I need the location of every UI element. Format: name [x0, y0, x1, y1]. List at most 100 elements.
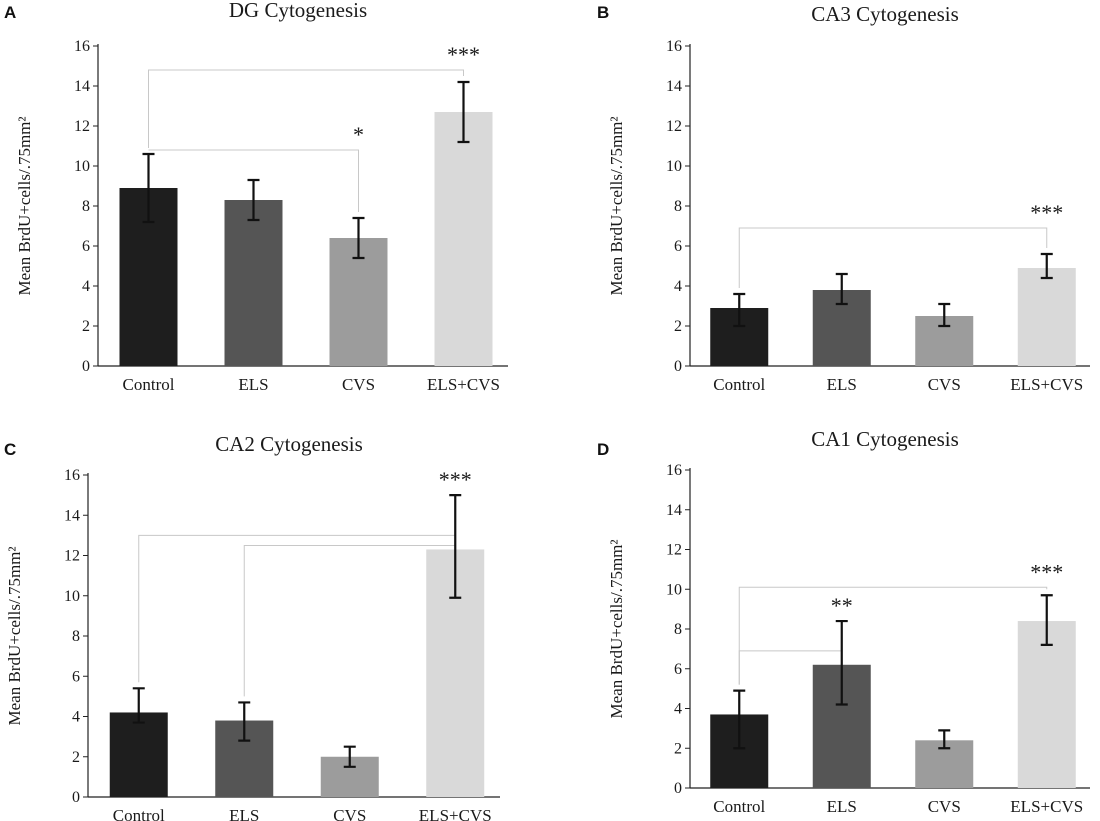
- error-bar: [352, 216, 365, 260]
- chart-title: DG Cytogenesis: [229, 0, 367, 22]
- significance-bracket: [148, 149, 359, 212]
- error-bar: [142, 152, 155, 224]
- y-tick-label: 4: [82, 278, 90, 295]
- chart-title: CA1 Cytogenesis: [811, 427, 959, 451]
- y-tick-label: 14: [666, 78, 682, 95]
- significance-label: ***: [1030, 200, 1063, 225]
- y-tick-label: 4: [674, 278, 682, 295]
- y-tick-label: 0: [674, 780, 682, 797]
- bar-control: [109, 712, 168, 797]
- y-tick-label: 6: [72, 668, 80, 685]
- error-bar: [835, 619, 848, 706]
- error-bar: [938, 302, 951, 328]
- x-tick-label: Control: [113, 806, 165, 821]
- bar-els-plus-cvs: [1017, 268, 1076, 366]
- y-tick-label: 10: [74, 158, 90, 175]
- y-tick-label: 2: [674, 740, 682, 757]
- y-tick-label: 8: [674, 198, 682, 215]
- error-bar: [733, 292, 746, 328]
- panel-letter: B: [597, 3, 609, 22]
- y-tick-label: 12: [74, 118, 90, 135]
- y-tick-label: 0: [82, 358, 90, 375]
- error-bar: [457, 80, 470, 144]
- y-tick-label: 10: [666, 581, 682, 598]
- error-bar: [938, 729, 951, 750]
- y-tick-label: 16: [666, 462, 682, 479]
- y-axis-label: Mean BrdU+cells/.75mm²: [607, 540, 626, 719]
- y-tick-label: 16: [666, 38, 682, 55]
- x-tick-label: Control: [123, 375, 175, 394]
- error-bar: [132, 687, 145, 724]
- x-tick-label: ELS: [238, 375, 268, 394]
- x-tick-label: ELS: [229, 806, 259, 821]
- chart-title: CA2 Cytogenesis: [215, 432, 363, 456]
- x-tick-label: ELS: [827, 797, 857, 816]
- y-tick-label: 6: [82, 238, 90, 255]
- panel-a: A DG Cytogenesis Mean BrdU+cells/.75mm² 0 2 4…: [4, 0, 508, 394]
- y-tick-label: 4: [674, 701, 682, 718]
- panel-letter: A: [4, 3, 16, 22]
- x-tick-label: ELS+CVS: [1010, 797, 1083, 816]
- bar-els-plus-cvs: [434, 112, 493, 366]
- y-tick-label: 0: [674, 358, 682, 375]
- significance-label: *: [353, 122, 364, 147]
- y-tick-label: 2: [674, 318, 682, 335]
- panel-c: C CA2 Cytogenesis Mean BrdU+cells/.75mm² 0 2…: [4, 432, 500, 821]
- chart-title: CA3 Cytogenesis: [811, 2, 959, 26]
- y-tick-label: 14: [64, 507, 80, 524]
- y-tick-label: 2: [72, 749, 80, 766]
- error-bar: [835, 272, 848, 306]
- x-tick-label: Control: [713, 375, 765, 394]
- y-axis-label: Mean BrdU+cells/.75mm²: [15, 117, 34, 296]
- y-tick-label: 16: [64, 467, 80, 484]
- x-tick-label: ELS+CVS: [1010, 375, 1083, 394]
- significance-bracket: [738, 586, 1048, 685]
- y-tick-label: 12: [666, 542, 682, 559]
- significance-bracket: [148, 69, 464, 148]
- error-bar: [1040, 252, 1053, 280]
- bar-els: [224, 200, 283, 366]
- x-tick-label: CVS: [342, 375, 375, 394]
- y-tick-label: 6: [674, 661, 682, 678]
- y-tick-label: 12: [64, 548, 80, 565]
- error-bar: [238, 701, 251, 742]
- y-tick-label: 4: [72, 709, 80, 726]
- x-tick-label: CVS: [928, 375, 961, 394]
- error-bar: [247, 178, 260, 222]
- significance-bracket: [738, 650, 842, 685]
- significance-bracket: [138, 534, 456, 683]
- y-tick-label: 8: [72, 628, 80, 645]
- panel-b: B CA3 Cytogenesis Mean BrdU+cells/.75mm² 0 2…: [597, 2, 1090, 394]
- x-tick-label: Control: [713, 797, 765, 816]
- y-tick-label: 8: [674, 621, 682, 638]
- y-tick-label: 10: [666, 158, 682, 175]
- y-tick-label: 14: [666, 502, 682, 519]
- significance-label: ***: [1030, 559, 1063, 584]
- y-tick-label: 0: [72, 789, 80, 806]
- y-tick-label: 6: [674, 238, 682, 255]
- y-tick-label: 10: [64, 588, 80, 605]
- y-axis-label: Mean BrdU+cells/.75mm²: [5, 547, 24, 726]
- panel-letter: C: [4, 440, 16, 459]
- y-tick-label: 8: [82, 198, 90, 215]
- panel-letter: D: [597, 440, 609, 459]
- error-bar: [1040, 594, 1053, 646]
- error-bar: [733, 689, 746, 750]
- x-tick-label: CVS: [333, 806, 366, 821]
- error-bar: [343, 745, 356, 768]
- x-tick-label: ELS+CVS: [419, 806, 492, 821]
- y-axis-label: Mean BrdU+cells/.75mm²: [607, 117, 626, 296]
- x-tick-label: CVS: [928, 797, 961, 816]
- panel-d: D CA1 Cytogenesis Mean BrdU+cells/.75mm² 0 2…: [597, 427, 1090, 816]
- significance-label: **: [831, 593, 853, 618]
- significance-bracket: [243, 544, 456, 697]
- x-tick-label: ELS+CVS: [427, 375, 500, 394]
- y-tick-label: 14: [74, 78, 90, 95]
- x-tick-label: ELS: [827, 375, 857, 394]
- bar-cvs: [329, 238, 388, 366]
- significance-bracket: [738, 227, 1048, 288]
- error-bar: [449, 494, 462, 599]
- y-tick-label: 2: [82, 318, 90, 335]
- bar-els-plus-cvs: [1017, 621, 1076, 788]
